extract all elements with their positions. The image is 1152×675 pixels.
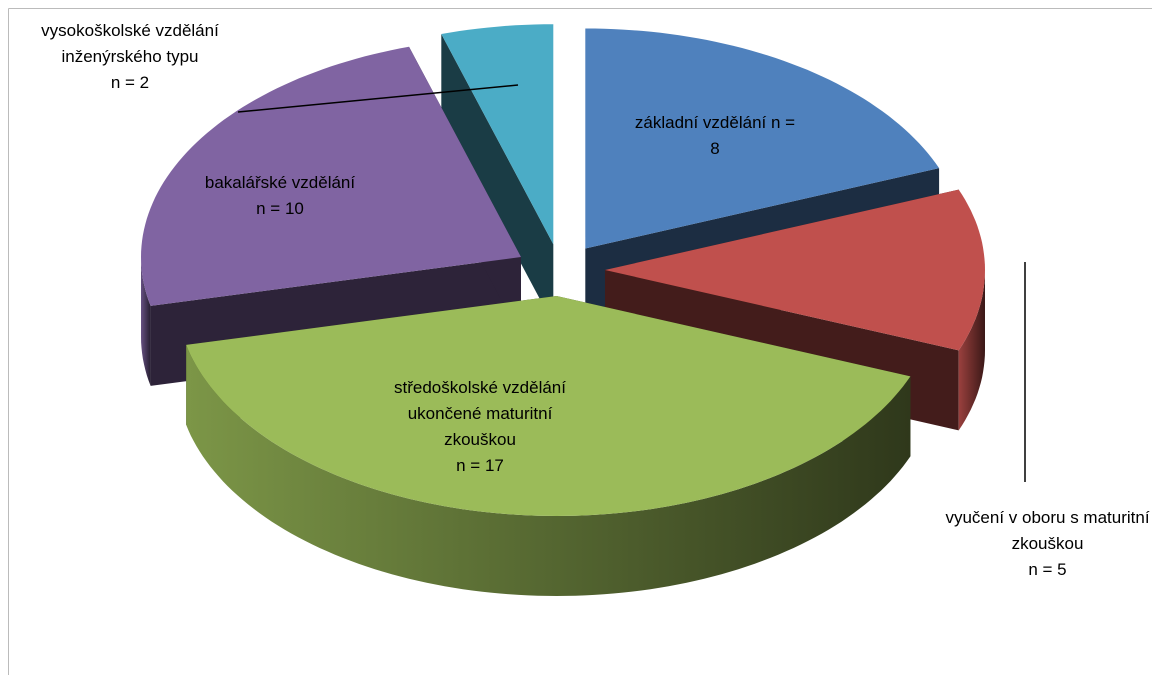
- slice-label: vysokoškolské vzdělání inženýrského typu…: [30, 18, 230, 96]
- slice-side: [441, 34, 554, 325]
- slice-label: vyučení v oboru s maturitní zkouškou n =…: [940, 505, 1152, 583]
- slice-wall: [141, 257, 151, 386]
- slice-label: základní vzdělání n = 8: [630, 110, 800, 162]
- slice-wall: [186, 344, 911, 596]
- slice: [605, 189, 985, 351]
- slice: [441, 24, 554, 245]
- slice: [186, 296, 911, 516]
- leader-line: [237, 84, 519, 113]
- value-label: n = 2: [110, 73, 150, 92]
- slice: [585, 28, 940, 249]
- value-label: n = 17: [456, 456, 504, 475]
- category-label: základní vzdělání: [634, 113, 767, 132]
- value-label: n = 5: [1028, 560, 1067, 579]
- slice: [141, 46, 521, 306]
- slice-label: bakalářské vzdělání n = 10: [170, 170, 390, 222]
- category-label: vyučení v oboru s maturitní zkouškou: [945, 508, 1150, 553]
- value-label: n = 8: [710, 113, 796, 158]
- slice-label: středoškolské vzdělání ukončené maturitn…: [370, 375, 590, 479]
- category-label: vysokoškolské vzdělání inženýrského typu: [41, 21, 219, 66]
- category-label: bakalářské vzdělání: [204, 173, 356, 192]
- category-label: středoškolské vzdělání ukončené maturitn…: [394, 378, 566, 449]
- value-label: n = 10: [256, 199, 304, 218]
- slice-wall: [958, 270, 985, 431]
